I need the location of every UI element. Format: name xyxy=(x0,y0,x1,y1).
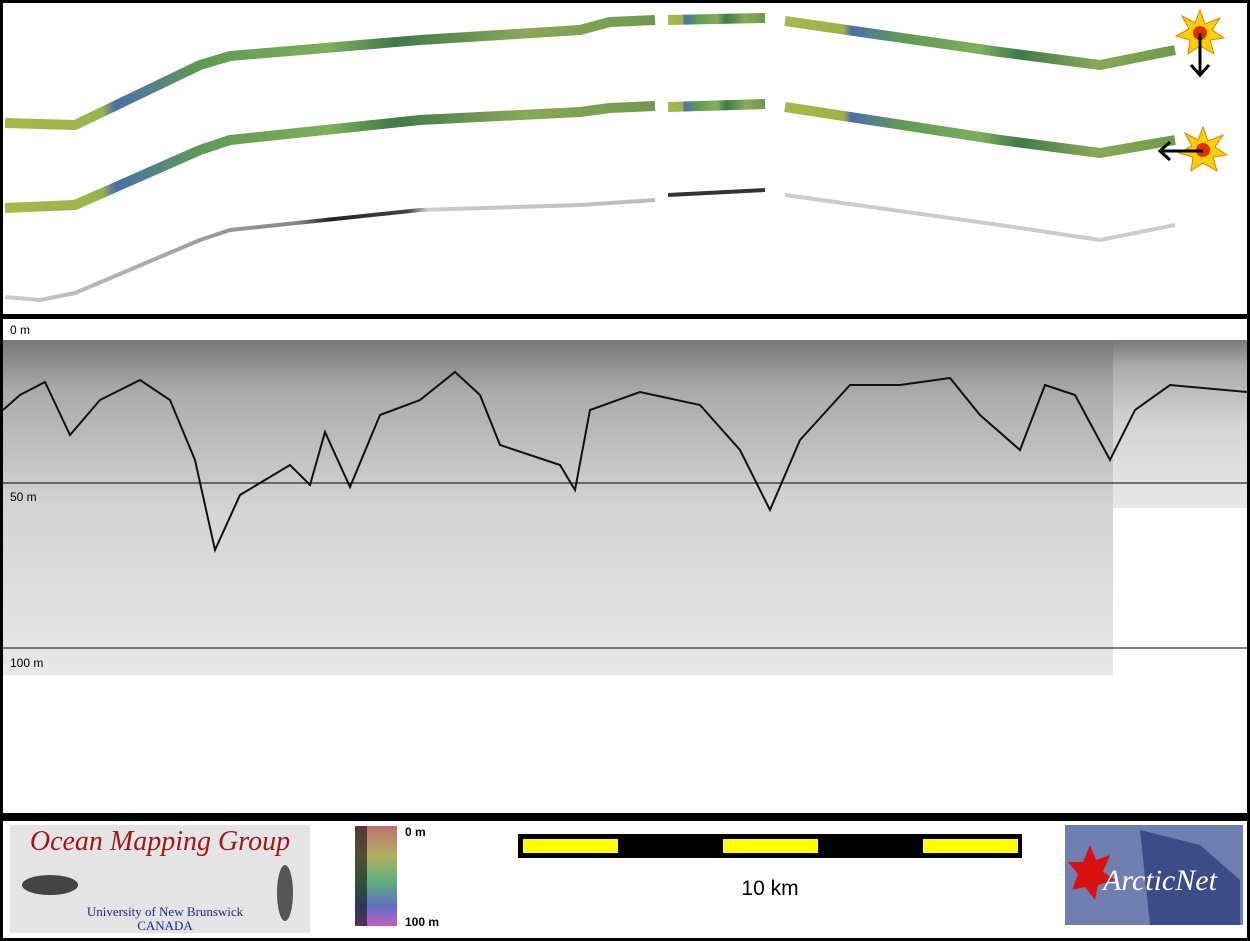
omg-logo: Ocean Mapping Group University of New Br… xyxy=(10,825,310,933)
logo-subtitle: University of New Brunswick xyxy=(87,904,244,919)
depth-label: 100 m xyxy=(10,656,43,670)
arcticnet-logo: ArcticNet xyxy=(1065,825,1243,925)
backscatter-strip xyxy=(784,193,1176,242)
swath-strip xyxy=(4,101,656,213)
logo-country: CANADA xyxy=(137,918,193,933)
depth-label: 50 m xyxy=(10,490,37,504)
colorbar-shade xyxy=(355,826,367,926)
scale-bar xyxy=(518,834,1022,858)
colorbar-label: 0 m xyxy=(405,825,426,839)
sun-icon xyxy=(1157,125,1229,173)
partner-logo-text: ArcticNet xyxy=(1101,864,1218,897)
backscatter-strip xyxy=(667,188,766,197)
scale-label: 10 km xyxy=(741,877,798,900)
swath-strip xyxy=(784,102,1176,158)
profile-image xyxy=(1113,340,1247,508)
colorbar-label: 100 m xyxy=(405,915,439,929)
sun-icon xyxy=(1174,8,1226,78)
profile-image xyxy=(3,340,1113,675)
swath-strip xyxy=(784,16,1176,70)
swath-strip xyxy=(667,13,766,25)
swath-strip xyxy=(667,99,766,112)
swaths xyxy=(4,13,1176,302)
seafloor-trace xyxy=(2,370,1248,554)
swath-strip xyxy=(4,15,656,130)
logo-title: Ocean Mapping Group xyxy=(30,826,290,857)
backscatter-strip xyxy=(4,198,656,302)
depth-label: 0 m xyxy=(10,323,30,337)
